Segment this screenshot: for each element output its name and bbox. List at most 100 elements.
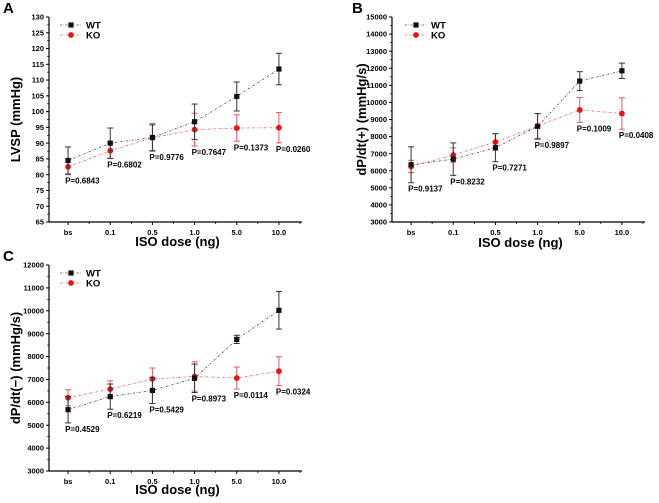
data-point-circle — [619, 110, 625, 117]
y-tick-label: 105 — [31, 91, 44, 100]
x-tick-label: 10.0 — [615, 228, 630, 237]
x-axis-title: ISO dose (ng) — [478, 235, 563, 250]
data-point-square — [191, 119, 198, 125]
y-axis-title: dP/dt(+) (mmHg/s) — [354, 63, 369, 175]
data-point-square — [408, 162, 414, 168]
series-wt — [65, 52, 282, 175]
p-value-label: P=0.4529 — [65, 425, 100, 434]
p-value-label: P=0.9897 — [535, 141, 570, 150]
data-point-square — [107, 394, 113, 400]
p-value-label: P=0.5429 — [149, 405, 184, 414]
data-point-square — [619, 68, 625, 74]
x-tick-label: 1.0 — [532, 228, 542, 237]
y-tick-label: 11000 — [24, 283, 44, 292]
y-tick-label: 70 — [36, 202, 44, 211]
y-tick-label: 7000 — [27, 375, 44, 384]
p-value-label: P=0.1373 — [234, 143, 269, 152]
y-tick-label: 12000 — [23, 261, 44, 270]
data-point-square — [191, 375, 198, 381]
x-tick-label: 0.1 — [105, 477, 115, 486]
y-axis-title: dP/dt(−) (mmHg/s) — [8, 312, 23, 424]
data-point-square — [149, 387, 156, 394]
y-tick-label: 125 — [31, 28, 44, 37]
x-tick-label: 1.0 — [189, 228, 199, 237]
p-value-label: P=0.0408 — [619, 131, 654, 140]
y-tick-label: 13000 — [366, 47, 387, 56]
p-value-label: P=0.6802 — [107, 161, 142, 170]
series-ko — [408, 96, 625, 174]
data-point-square — [276, 66, 282, 72]
legend-marker-circle — [68, 280, 74, 286]
y-tick-label: 11000 — [367, 81, 387, 90]
legend-marker-circle — [413, 32, 419, 38]
p-value-label: P=0.6219 — [107, 411, 142, 420]
series-line — [410, 109, 622, 167]
x-tick-label: 10.0 — [272, 228, 287, 237]
x-tick-label: bs — [64, 477, 73, 486]
chart-panel-b: B 3000 4000 5000 6000 7000 8000 9000 10000 11000 1… — [352, 0, 654, 250]
y-tick-label: 9000 — [370, 115, 387, 124]
p-value-label: P=0.0260 — [276, 145, 311, 154]
x-tick-label: 1.0 — [189, 477, 199, 486]
p-value-label: P=0.0324 — [276, 388, 311, 397]
legend-label: KO — [431, 30, 445, 41]
x-tick-label: 5.0 — [232, 477, 242, 486]
data-point-circle — [576, 107, 583, 113]
data-point-circle — [276, 368, 282, 375]
data-point-square — [65, 407, 71, 413]
y-tick-label: 95 — [36, 123, 44, 132]
data-point-square — [577, 78, 583, 84]
data-point-circle — [276, 124, 282, 131]
data-point-square — [65, 157, 71, 164]
series-line — [68, 370, 279, 399]
x-tick-label: 5.0 — [575, 228, 585, 237]
series-wt — [408, 62, 625, 184]
series-wt — [65, 291, 282, 424]
y-tick-label: 6000 — [370, 166, 387, 175]
chart-panel-a: A 65 70 75 80 85 90 95 100 105 110 115 120 125 130 bs 0.… — [3, 0, 311, 249]
data-point-circle — [233, 125, 240, 131]
data-point-square — [234, 336, 240, 342]
x-tick-label: 0.5 — [490, 228, 500, 237]
x-axis-title: ISO dose (ng) — [135, 234, 220, 249]
x-tick-label: 0.1 — [448, 228, 458, 237]
y-tick-label: 12000 — [366, 64, 387, 73]
x-tick-label: bs — [64, 228, 73, 237]
y-tick-label: 4000 — [370, 201, 387, 210]
series-line — [67, 127, 279, 168]
legend-marker-square — [68, 22, 74, 28]
p-value-label: P=0.8973 — [192, 394, 227, 403]
data-point-circle — [233, 375, 240, 381]
p-value-label: P=0.9137 — [408, 185, 443, 194]
legend-label: WT — [86, 268, 101, 279]
y-tick-label: 115 — [32, 60, 44, 69]
legend-label: WT — [86, 20, 101, 31]
series-line — [67, 309, 280, 411]
y-tick-label: 75 — [36, 186, 44, 195]
data-point-square — [492, 145, 499, 151]
y-tick-label: 7000 — [370, 149, 387, 158]
p-value-label: P=0.8232 — [450, 177, 485, 186]
y-tick-label: 8000 — [370, 132, 387, 141]
y-tick-label: 80 — [36, 170, 44, 179]
y-tick-label: 4000 — [27, 444, 44, 453]
y-tick-label: 120 — [31, 44, 44, 53]
p-value-label: P=0.6843 — [65, 177, 100, 186]
series-line — [67, 68, 280, 161]
data-point-square — [534, 123, 541, 129]
data-point-square — [276, 307, 282, 313]
x-tick-label: 0.5 — [147, 228, 157, 237]
series-line — [411, 70, 623, 166]
p-value-label: P=0.9776 — [149, 153, 184, 162]
y-tick-label: 5000 — [27, 421, 44, 430]
data-point-square — [234, 93, 240, 100]
p-value-label: P=0.0114 — [234, 391, 269, 400]
legend-label: KO — [86, 278, 100, 289]
y-tick-label: 10000 — [366, 98, 387, 107]
y-tick-label: 10000 — [23, 306, 44, 315]
y-axis-title: LVSP (mmHg) — [8, 77, 23, 162]
p-value-label: P=0.7271 — [492, 164, 527, 173]
